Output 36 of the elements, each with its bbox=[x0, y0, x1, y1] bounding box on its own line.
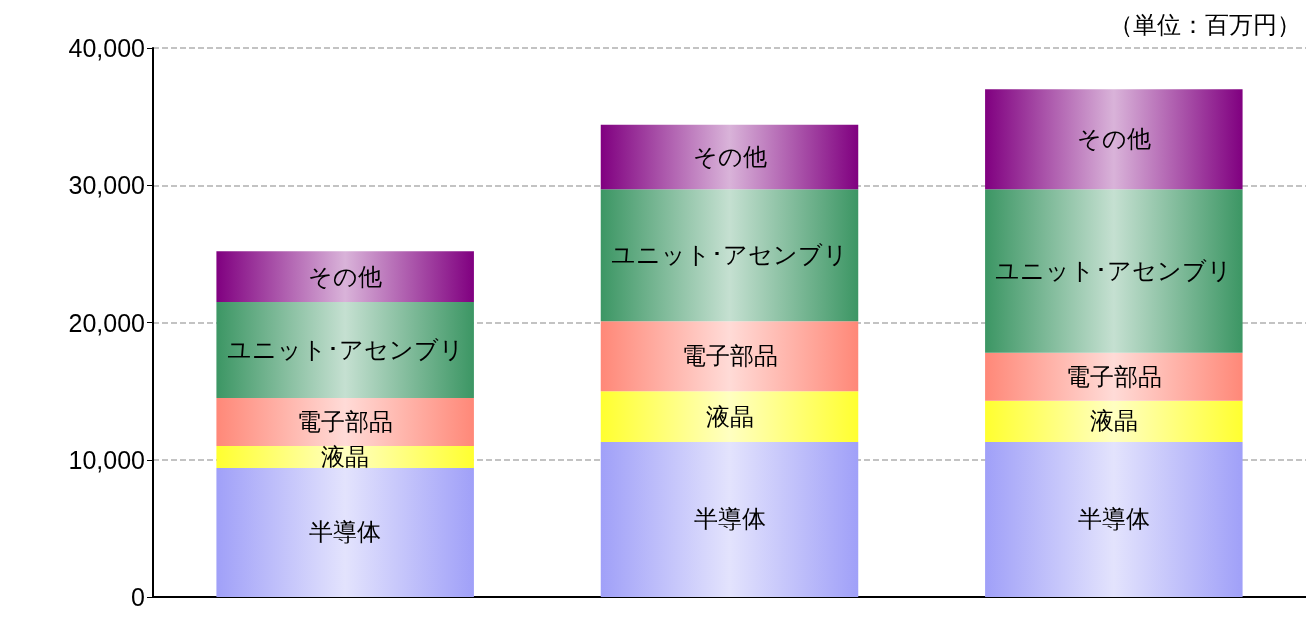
bar bbox=[216, 251, 474, 302]
series-label: 半導体 bbox=[309, 518, 382, 547]
bar bbox=[600, 391, 859, 442]
bar bbox=[985, 189, 1243, 353]
bar bbox=[600, 189, 859, 322]
bar bbox=[985, 89, 1243, 190]
text: 液晶 bbox=[1089, 407, 1138, 436]
y-tick-label: 40,000 bbox=[68, 34, 145, 62]
bar bbox=[216, 397, 474, 447]
text: 半導体 bbox=[1077, 505, 1150, 534]
series-label: 液晶 bbox=[321, 443, 370, 472]
series-label: その他 bbox=[308, 262, 383, 291]
bar bbox=[600, 321, 859, 392]
bar bbox=[985, 352, 1243, 401]
y-tick-label: 0 bbox=[131, 583, 145, 611]
bar bbox=[985, 441, 1243, 597]
y-tick-label: 20,000 bbox=[68, 308, 145, 337]
bar bbox=[985, 400, 1243, 442]
y-tick-label: 30,000 bbox=[68, 171, 145, 200]
bar bbox=[600, 124, 859, 190]
text: 電子部品 bbox=[297, 408, 394, 437]
text: 半導体 bbox=[693, 505, 766, 534]
text: ユニット･アセンブリ bbox=[611, 241, 848, 270]
text: その他 bbox=[1076, 125, 1151, 154]
text: ユニット･アセンブリ bbox=[995, 257, 1233, 286]
text: 液晶 bbox=[705, 402, 754, 431]
text: （単位：百万円） bbox=[1109, 11, 1301, 39]
bar bbox=[216, 446, 474, 468]
bar bbox=[600, 441, 859, 597]
y-tick-label: 10,000 bbox=[68, 445, 145, 474]
bar bbox=[216, 301, 474, 398]
text: 電子部品 bbox=[681, 342, 778, 371]
text: その他 bbox=[692, 143, 767, 172]
bar bbox=[216, 467, 474, 597]
series-label: ユニット･アセンブリ bbox=[226, 335, 464, 364]
series-label: 電子部品 bbox=[1065, 362, 1162, 391]
